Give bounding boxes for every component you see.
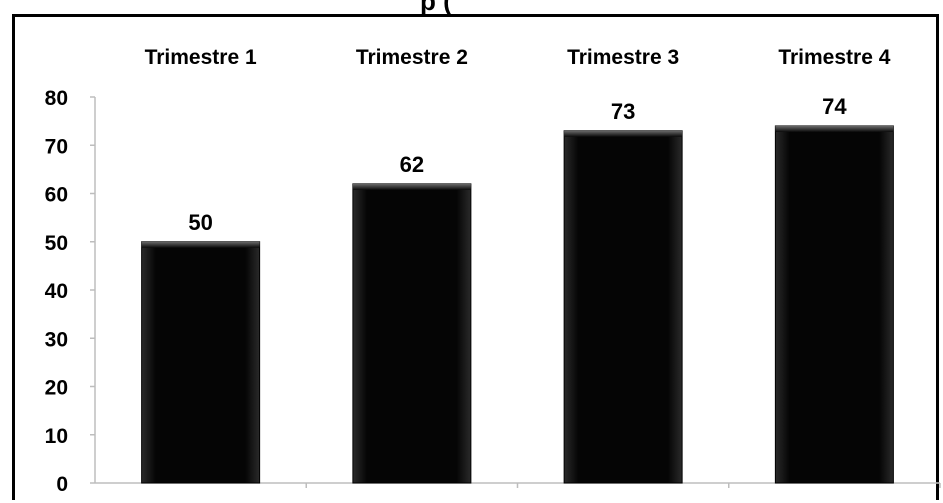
chart-title: p (: [420, 0, 452, 14]
category-label: Trimestre 4: [778, 46, 890, 69]
bar: [352, 183, 472, 484]
y-tick-label: 20: [45, 377, 68, 400]
bars: [141, 125, 894, 484]
data-labels: 50 62 73 74: [188, 94, 847, 235]
y-tick-label: 10: [45, 425, 68, 448]
category-axis: Trimestre 1 Trimestre 2 Trimestre 3 Trimest…: [145, 46, 941, 488]
bar-top-bevel: [352, 183, 471, 190]
y-tick-label: 70: [45, 135, 68, 158]
category-label: Trimestre 1: [145, 46, 257, 69]
data-label: 62: [400, 152, 424, 177]
bar-top-bevel: [564, 130, 683, 137]
category-label: Trimestre 3: [567, 46, 679, 69]
y-tick-label: 30: [45, 328, 68, 351]
data-label: 74: [822, 94, 847, 119]
bar-top-bevel: [775, 125, 894, 132]
y-tick-label: 40: [45, 280, 68, 303]
chart-title-strip: p (: [0, 0, 943, 14]
bar: [563, 130, 683, 484]
y-tick-label: 60: [45, 184, 68, 207]
data-label: 73: [611, 99, 635, 124]
bar: [774, 125, 894, 484]
y-tick-label: 50: [45, 232, 68, 255]
data-label: 50: [188, 210, 212, 235]
y-tick-label: 0: [56, 473, 68, 496]
bar: [141, 241, 261, 484]
category-label: Trimestre 2: [356, 46, 468, 69]
chart-frame: [12, 14, 939, 500]
bar-top-bevel: [141, 241, 260, 248]
y-tick-label: 80: [45, 87, 68, 110]
